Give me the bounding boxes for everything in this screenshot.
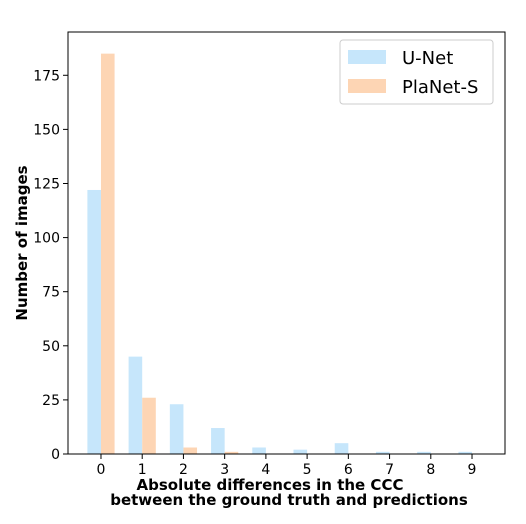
- axes-layer: 0 25 50 75 100 125 150 175 0 1 2 3 4 5 6 7 8 9: [33, 31, 506, 478]
- bar-planet-s-2: [183, 447, 198, 454]
- y-tick-label: 50: [42, 339, 60, 355]
- legend-swatch-planet-s: [348, 79, 386, 93]
- legend: U-Net PlaNet-S: [339, 39, 494, 105]
- bar-u-net-1: [128, 356, 143, 454]
- bar-u-net-0: [87, 189, 101, 455]
- x-tick-label: 7: [385, 462, 394, 478]
- bar-u-net-2: [169, 404, 184, 454]
- x-tick-label: 4: [261, 462, 270, 478]
- bar-u-net-9: [458, 451, 473, 454]
- y-tick-label: 150: [33, 122, 60, 138]
- y-tick-label: 0: [51, 447, 60, 463]
- bars-layer: [87, 53, 473, 455]
- x-tick-label: 8: [426, 462, 435, 478]
- x-axis-title-line-1: Absolute differences in the CCC: [137, 476, 404, 494]
- y-axis-title: Number of images: [13, 165, 31, 320]
- bar-planet-s-0: [100, 53, 115, 454]
- y-tick-label: 175: [33, 68, 60, 84]
- x-tick-label: 5: [303, 462, 312, 478]
- bar-u-net-7: [375, 451, 390, 454]
- x-tick-label: 0: [97, 462, 106, 478]
- x-tick-label: 2: [179, 462, 188, 478]
- x-tick-label: 6: [344, 462, 353, 478]
- legend-label-planet-s: PlaNet-S: [402, 77, 478, 98]
- bar-u-net-4: [252, 447, 266, 454]
- bar-planet-s-1: [142, 397, 156, 454]
- y-tick-label: 25: [42, 393, 60, 409]
- legend-label-u-net: U-Net: [402, 48, 453, 69]
- bar-planet-s-3: [224, 451, 239, 454]
- x-axis-title-line-2: between the ground truth and predictions: [110, 491, 468, 509]
- bar-u-net-8: [417, 451, 431, 454]
- bar-u-net-5: [293, 449, 308, 454]
- y-tick-label: 100: [33, 231, 60, 247]
- bar-u-net-3: [211, 428, 225, 454]
- y-tick-label: 75: [42, 285, 60, 301]
- x-tick-label: 1: [138, 462, 147, 478]
- x-tick-label: 3: [220, 462, 229, 478]
- y-tick-label: 125: [33, 176, 60, 192]
- plot-frame: [67, 31, 506, 455]
- x-tick-label: 9: [468, 462, 477, 478]
- bar-u-net-6: [334, 443, 349, 454]
- legend-swatch-u-net: [348, 50, 386, 64]
